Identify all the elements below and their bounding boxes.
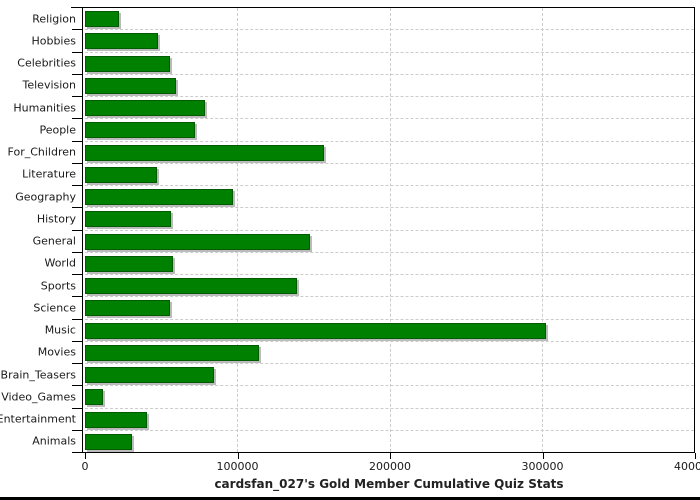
bar-row: Television <box>23 75 694 98</box>
bar-row: People <box>39 119 694 142</box>
bar-row: Hobbies <box>31 30 694 53</box>
bar <box>85 367 215 383</box>
category-label: Humanities <box>13 101 76 115</box>
bar-row: Movies <box>38 342 694 365</box>
x-axis-tick-label: 0 <box>81 460 89 473</box>
category-label: Science <box>33 301 76 315</box>
bar-row: Brain_Teasers <box>1 364 694 387</box>
bar-row: Celebrities <box>17 53 694 76</box>
bar <box>85 344 260 361</box>
bar-row: Humanities <box>13 97 694 120</box>
bar-row: Video_Games <box>1 386 694 409</box>
bar <box>85 322 547 339</box>
bar-row: Entertainment <box>0 409 694 432</box>
bar-row: Geography <box>15 186 694 209</box>
bar <box>85 411 147 428</box>
category-label: Sports <box>40 279 76 293</box>
x-axis-tick-label: 300000 <box>521 460 564 473</box>
category-label: For_Children <box>7 145 76 159</box>
category-label: General <box>32 234 76 248</box>
bar-row: World <box>44 253 694 276</box>
bar <box>85 433 132 450</box>
category-label: Television <box>22 78 77 92</box>
bar-row: History <box>37 208 694 231</box>
category-label: Entertainment <box>0 412 76 426</box>
category-label: World <box>44 256 76 270</box>
bar-row: Religion <box>32 8 694 31</box>
category-label: Video_Games <box>1 390 76 404</box>
x-axis-tick-label: 200000 <box>369 460 411 473</box>
bar <box>85 55 171 72</box>
category-label: Animals <box>32 434 76 448</box>
bar <box>85 189 234 205</box>
bar <box>85 144 325 161</box>
bar <box>85 166 157 183</box>
x-axis-tick <box>695 453 696 459</box>
bar-row: General <box>33 231 694 254</box>
bar <box>85 278 298 294</box>
category-label: People <box>39 123 76 137</box>
x-axis-tick-label: 400000 <box>674 460 700 473</box>
bar-rows-container: Religion Hobbies Celebrities Television Huma… <box>0 8 694 454</box>
bar-row: For_Children <box>8 142 694 165</box>
bar <box>85 122 195 139</box>
bar <box>85 300 171 317</box>
chart-title: cardsfan_027's Gold Member Cumulative Qu… <box>214 477 564 491</box>
bar <box>85 11 120 27</box>
bottom-border-strip <box>0 497 700 500</box>
category-label: Brain_Teasers <box>0 368 76 382</box>
x-axis-tick <box>85 453 86 459</box>
bar <box>85 100 205 116</box>
plot-area: Religion Hobbies Celebrities Television Huma… <box>0 7 695 454</box>
bar-row: Sports <box>41 275 694 298</box>
bar <box>85 77 176 94</box>
category-label: Literature <box>22 167 76 181</box>
bar-row: Science <box>33 297 694 320</box>
category-label: Movies <box>37 345 76 359</box>
x-axis-tick <box>390 453 391 459</box>
category-label: Religion <box>32 12 76 26</box>
category-label: History <box>36 212 76 226</box>
bar-row: Animals <box>32 431 694 454</box>
category-label: Hobbies <box>31 34 76 48</box>
x-axis-tick <box>237 453 239 459</box>
category-label: Music <box>44 323 76 337</box>
bar <box>85 33 159 50</box>
bar-row: Literature <box>22 164 694 187</box>
x-axis-tick <box>542 453 544 459</box>
bar <box>85 389 104 406</box>
bar <box>85 211 172 228</box>
bar <box>85 233 311 250</box>
bar <box>85 255 173 272</box>
bar-row: Music <box>45 320 694 343</box>
category-label: Geography <box>15 190 76 204</box>
x-axis-tick-label: 100000 <box>216 460 259 473</box>
category-label: Celebrities <box>17 56 76 70</box>
